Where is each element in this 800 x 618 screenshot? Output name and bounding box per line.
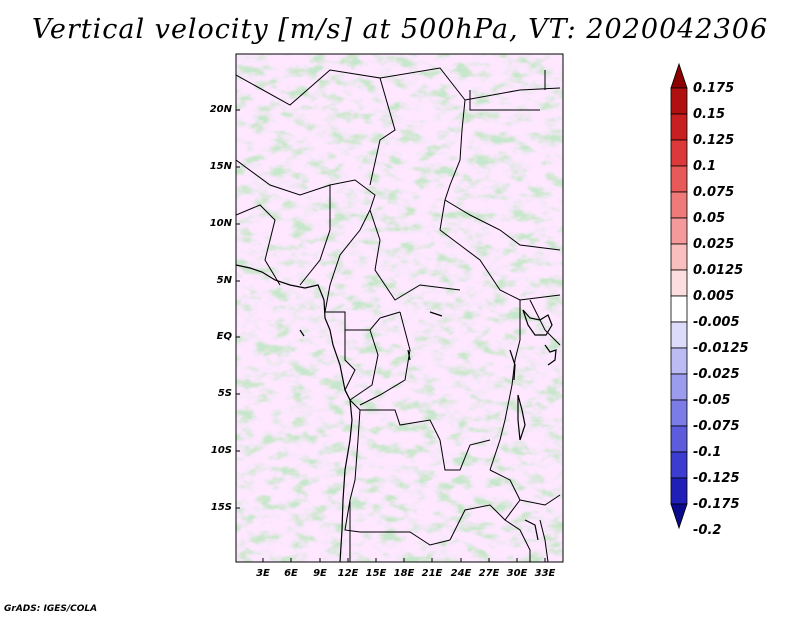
colorbar-segment xyxy=(670,87,688,115)
colorbar-segment xyxy=(670,373,688,401)
colorbar-label: -0.125 xyxy=(693,471,740,486)
colorbar-label: 0.175 xyxy=(693,81,735,96)
colorbar-segment xyxy=(670,113,688,141)
colorbar-segment xyxy=(670,451,688,479)
coastlines xyxy=(236,264,557,562)
colorbar-segment xyxy=(670,477,688,505)
lat-label: 5N xyxy=(216,275,232,286)
colorbar-label: 0.075 xyxy=(693,185,735,200)
colorbar-label: 0.125 xyxy=(693,133,735,148)
colorbar-segment xyxy=(670,217,688,245)
colorbar-label: -0.025 xyxy=(693,367,740,382)
lat-label: EQ xyxy=(216,331,232,342)
lon-label: 3E xyxy=(256,568,270,579)
colorbar-segment xyxy=(670,165,688,193)
velocity-field xyxy=(236,54,563,562)
grads-credit: GrADS: IGES/COLA xyxy=(4,604,98,614)
colorbar-arrow-top xyxy=(670,62,688,89)
lon-label: 27E xyxy=(478,568,500,579)
colorbar-segment xyxy=(670,425,688,453)
colorbar-label: 0.15 xyxy=(693,107,726,122)
lat-label: 10S xyxy=(210,445,232,456)
lon-label: 21E xyxy=(421,568,443,579)
lat-label: 15S xyxy=(210,502,232,513)
colorbar-segment xyxy=(670,321,688,349)
lon-label: 18E xyxy=(393,568,415,579)
colorbar-segment xyxy=(670,347,688,375)
colorbar-label: -0.0125 xyxy=(693,341,749,356)
map-frame xyxy=(235,53,564,563)
lon-label: 12E xyxy=(337,568,359,579)
lon-label: 33E xyxy=(534,568,556,579)
colorbar-label: 0.005 xyxy=(693,289,735,304)
lon-label: 24E xyxy=(450,568,472,579)
lat-label: 20N xyxy=(209,104,232,115)
colorbar-segment xyxy=(670,295,688,323)
lat-label: 10N xyxy=(209,218,232,229)
colorbar-segment xyxy=(670,269,688,297)
colorbar-segment xyxy=(670,191,688,219)
colorbar-arrow-bottom xyxy=(670,503,688,530)
colorbar-label: 0.0125 xyxy=(693,263,744,278)
map-title: Vertical velocity [m/s] at 500hPa, VT: 2… xyxy=(31,14,769,45)
colorbar-segment xyxy=(670,243,688,271)
lon-label: 9E xyxy=(313,568,327,579)
lat-label: 15N xyxy=(209,161,232,172)
colorbar-label: -0.2 xyxy=(693,523,722,538)
country-boundaries xyxy=(236,67,561,562)
colorbar-label: -0.1 xyxy=(693,445,722,460)
colorbar-label: -0.05 xyxy=(693,393,731,408)
lon-label: 15E xyxy=(365,568,387,579)
colorbar-segment xyxy=(670,139,688,167)
colorbar-label: 0.05 xyxy=(693,211,726,226)
colorbar-label: -0.005 xyxy=(693,315,740,330)
axis-ticks xyxy=(236,109,546,562)
colorbar-label: -0.075 xyxy=(693,419,740,434)
lon-label: 30E xyxy=(506,568,528,579)
colorbar xyxy=(670,62,688,530)
colorbar-label: 0.1 xyxy=(693,159,717,174)
lat-label: 5S xyxy=(217,388,232,399)
colorbar-label: -0.175 xyxy=(693,497,740,512)
colorbar-label: 0.025 xyxy=(693,237,735,252)
lon-label: 6E xyxy=(284,568,298,579)
colorbar-segment xyxy=(670,399,688,427)
